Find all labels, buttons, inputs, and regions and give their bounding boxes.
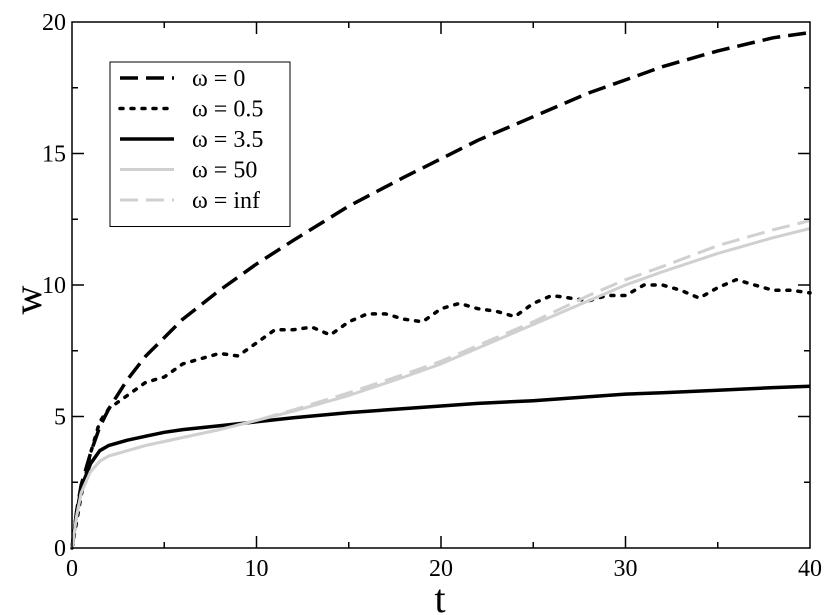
x-tick-label: 40 [798, 556, 822, 582]
x-tick-label: 10 [245, 556, 269, 582]
series-line-1 [70, 277, 812, 550]
legend-label-0: ω = 0 [192, 66, 245, 92]
y-tick-label: 15 [42, 142, 66, 168]
x-tick-label: 0 [66, 556, 78, 582]
plot-curves [70, 30, 812, 550]
x-tick-label: 30 [614, 556, 638, 582]
x-axis-label: t [434, 576, 445, 615]
legend-label-4: ω = inf [192, 188, 260, 214]
y-tick-label: 20 [42, 10, 66, 36]
legend-label-1: ω = 0.5 [192, 97, 263, 123]
y-tick-label: 10 [42, 273, 66, 299]
legend-box [109, 61, 291, 227]
axis-ticks [72, 22, 810, 548]
series-line-0 [70, 30, 811, 549]
legend-label-3: ω = 50 [192, 158, 257, 184]
tick-labels: 0 10 20 30 40 0 5 10 15 20 [42, 10, 822, 582]
x-tick-label: 20 [429, 556, 453, 582]
legend-label-2: ω = 3.5 [192, 127, 263, 153]
series-line-2 [70, 384, 811, 549]
y-axis-label: w [5, 285, 50, 314]
legend: ω = 0 ω = 0.5 ω = 3.5 ω = 50 ω = inf [109, 61, 291, 227]
series-line-3 [70, 227, 811, 549]
y-tick-label: 5 [54, 405, 66, 431]
y-tick-label: 0 [54, 536, 66, 562]
series-line-4 [70, 219, 811, 549]
